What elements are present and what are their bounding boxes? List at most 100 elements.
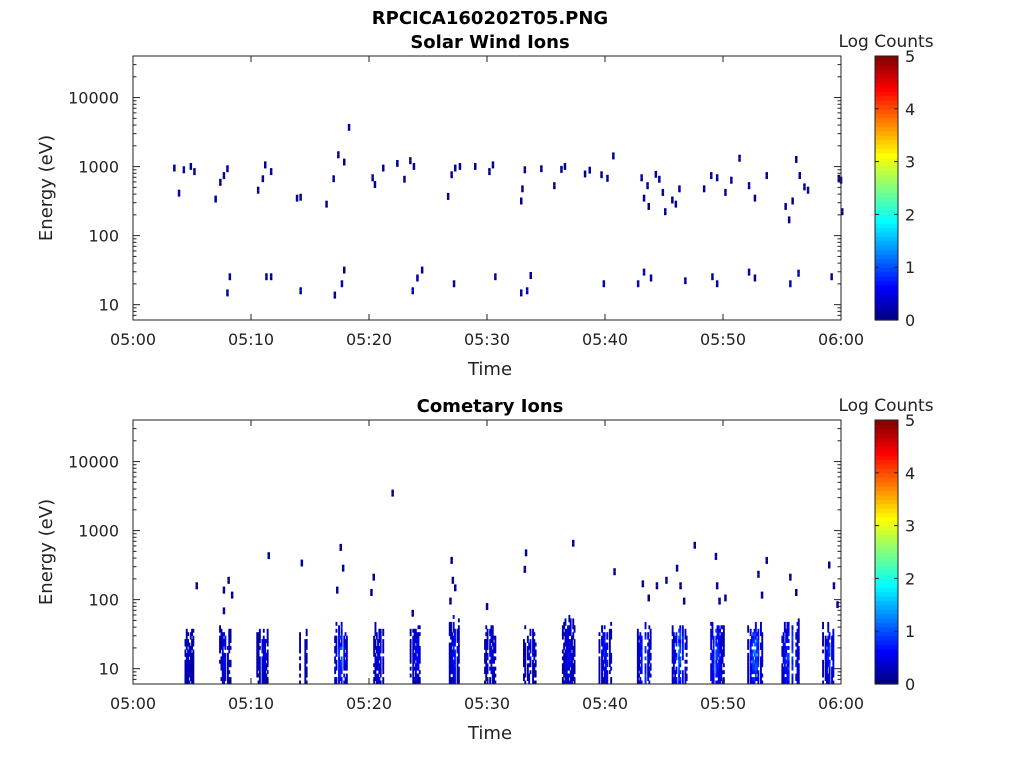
data-cell [828, 646, 831, 650]
panel2-colorbar-label: Log Counts [838, 396, 933, 416]
colorbar-segment [875, 245, 898, 251]
data-cell [347, 127, 351, 131]
data-cell [783, 666, 786, 671]
data-cell [719, 649, 721, 654]
data-cell [827, 656, 830, 661]
data-cell [671, 659, 674, 664]
data-cell [564, 618, 567, 623]
colorbar-segment [875, 679, 898, 685]
data-cell [229, 632, 232, 637]
data-cell [711, 659, 714, 664]
data-cell [382, 628, 385, 633]
data-cell [573, 625, 576, 630]
data-cell [747, 666, 750, 671]
data-cell [678, 673, 680, 678]
data-cell [678, 663, 680, 668]
data-cell [222, 586, 226, 591]
data-cell [711, 663, 714, 668]
colorbar-segment [875, 464, 898, 469]
colorbar-segment [875, 227, 898, 233]
data-cell [765, 556, 768, 561]
data-cell [837, 174, 840, 179]
data-cell [452, 639, 455, 643]
data-cell [230, 591, 234, 596]
data-cell [188, 680, 191, 685]
colorbar-segment [875, 205, 898, 211]
data-cell [416, 673, 419, 678]
data-cell [567, 659, 569, 664]
data-cell [716, 656, 719, 661]
data-cell [602, 663, 605, 668]
data-cell [567, 625, 569, 630]
data-cell [720, 646, 723, 650]
data-cell [757, 680, 760, 685]
data-cell [450, 635, 452, 640]
colorbar-segment [875, 666, 898, 672]
data-cell [191, 642, 193, 647]
data-cell [684, 632, 687, 637]
colorbar-segment [875, 424, 898, 430]
data-cell [189, 663, 192, 668]
data-cell [417, 666, 420, 671]
data-cell [719, 677, 721, 681]
data-cell [824, 656, 827, 661]
data-cell [540, 165, 543, 169]
data-cell [796, 670, 799, 675]
panel2-ticks: 05:00 05:10 05:20 05:30 05:40 05:50 06:0010100… [68, 419, 864, 713]
data-cell [256, 670, 259, 675]
data-cell [490, 632, 493, 637]
data-cell [264, 639, 266, 643]
data-cell [373, 642, 376, 647]
data-cell [192, 666, 195, 671]
data-cell [184, 649, 187, 654]
data-cell [571, 642, 573, 647]
colorbar-segment [875, 596, 898, 601]
data-cell [219, 659, 221, 664]
data-cell [681, 677, 684, 681]
data-cell [414, 670, 417, 675]
data-cell [640, 177, 643, 182]
data-cell [223, 656, 225, 661]
data-cell [648, 639, 651, 643]
data-cell [418, 646, 421, 650]
panel1-plot-frame [132, 55, 842, 321]
data-cell [258, 635, 261, 640]
data-cell [299, 642, 301, 647]
colorbar-segment [875, 450, 898, 456]
data-cell [640, 174, 643, 178]
colorbar-segment [875, 653, 898, 659]
data-cell [569, 646, 572, 650]
data-cell [720, 659, 723, 664]
data-cell [826, 673, 828, 678]
data-cell [222, 610, 226, 615]
data-cell [716, 652, 719, 657]
data-cell [754, 635, 757, 640]
data-cell [715, 670, 718, 675]
data-cell [339, 673, 342, 678]
data-cell [671, 666, 674, 671]
data-cell [414, 677, 417, 681]
data-cell [450, 171, 453, 175]
data-cell [524, 642, 527, 647]
data-cell [754, 652, 757, 657]
data-cell [528, 642, 531, 647]
data-cell [752, 666, 755, 671]
data-cell [720, 625, 723, 630]
data-cell [648, 646, 651, 650]
data-cell [339, 663, 342, 668]
data-cell [413, 680, 416, 685]
colorbar-tick-label: 1 [905, 258, 915, 277]
data-cell [565, 652, 568, 657]
data-cell [757, 635, 760, 640]
data-cell [606, 646, 609, 650]
data-cell [716, 666, 719, 671]
colorbar-segment [875, 459, 898, 465]
data-cell [375, 656, 378, 661]
data-cell [490, 628, 493, 633]
colorbar-segment [875, 152, 898, 158]
data-cell [345, 680, 348, 685]
data-cell [451, 576, 455, 581]
data-cell [608, 652, 611, 657]
data-cell [572, 673, 575, 678]
